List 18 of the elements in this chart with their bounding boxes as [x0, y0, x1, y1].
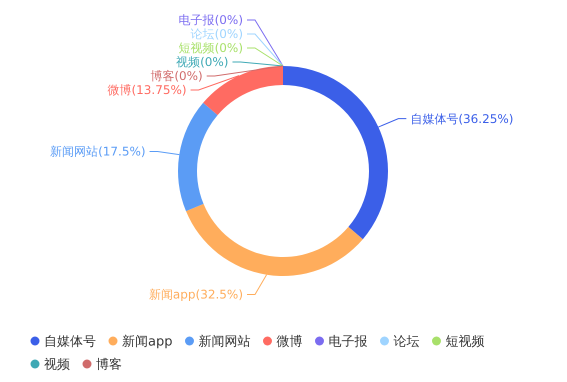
legend-label: 新闻网站	[198, 334, 250, 350]
data-label: 自媒体号(36.25%)	[410, 112, 514, 126]
text: 博客(0%)	[150, 69, 203, 84]
legend-label: 微博	[276, 334, 302, 350]
text: 视频(0%)	[176, 55, 228, 70]
legend-label: 自媒体号	[44, 334, 96, 350]
text: 论坛(0%)	[190, 27, 243, 42]
legend-label: 新闻app	[122, 334, 172, 350]
data-label: 微博(13.75%)	[107, 83, 187, 98]
text: 电子报(0%)	[178, 13, 243, 28]
data-label: 新闻app(32.5%)	[148, 288, 243, 302]
legend-label: 博客	[96, 356, 122, 373]
legend-label: 视频	[44, 358, 70, 373]
legend-label: 短视频	[445, 334, 484, 350]
data-label: 新闻网站(17.5%)	[50, 144, 146, 159]
text: 短视频(0%)	[178, 41, 243, 56]
legend-label: 电子报	[328, 334, 368, 350]
legend-label: 论坛	[393, 334, 420, 350]
